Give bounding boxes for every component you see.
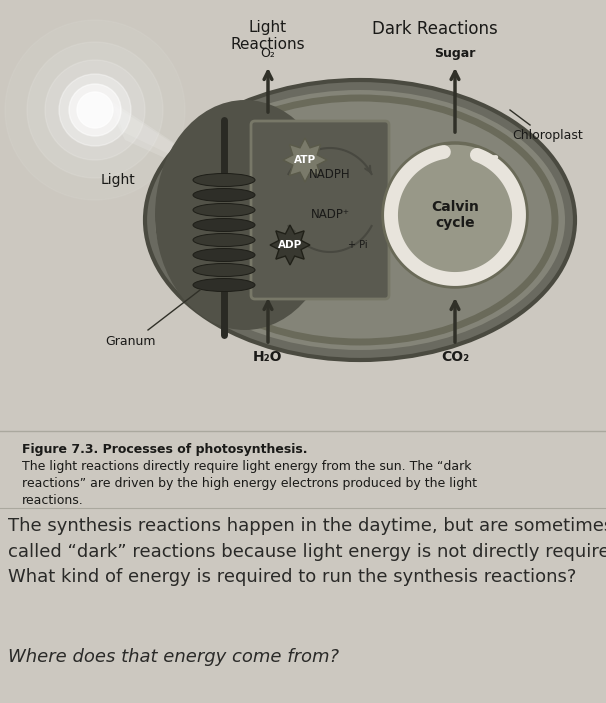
Circle shape [69, 84, 121, 136]
Text: Granum: Granum [105, 335, 155, 348]
Polygon shape [113, 105, 275, 205]
Circle shape [45, 60, 145, 160]
Text: Light: Light [101, 173, 135, 187]
Text: Light
Reactions: Light Reactions [231, 20, 305, 53]
Ellipse shape [155, 90, 565, 350]
Ellipse shape [145, 80, 575, 360]
Ellipse shape [193, 248, 255, 262]
Circle shape [27, 42, 163, 178]
Ellipse shape [193, 174, 255, 186]
Text: NADP⁺: NADP⁺ [310, 209, 350, 221]
Ellipse shape [193, 264, 255, 276]
Ellipse shape [155, 100, 335, 330]
Ellipse shape [193, 188, 255, 202]
Text: ADP: ADP [278, 240, 302, 250]
Text: Figure 7.3. Processes of photosynthesis.: Figure 7.3. Processes of photosynthesis. [22, 443, 307, 456]
Text: Dark Reactions: Dark Reactions [372, 20, 498, 38]
Text: The synthesis reactions happen in the daytime, but are sometimes
called “dark” r: The synthesis reactions happen in the da… [8, 517, 606, 586]
Text: Chloroplast: Chloroplast [513, 129, 584, 141]
Text: Where does that energy come from?: Where does that energy come from? [8, 648, 339, 666]
Ellipse shape [193, 203, 255, 217]
Circle shape [77, 92, 113, 128]
Ellipse shape [193, 219, 255, 231]
Text: H₂O: H₂O [253, 350, 283, 364]
Text: Sugar: Sugar [435, 47, 476, 60]
Circle shape [383, 143, 527, 287]
Text: The light reactions directly require light energy from the sun. The “dark
reacti: The light reactions directly require lig… [22, 460, 477, 507]
Ellipse shape [193, 278, 255, 292]
Text: + Pi: + Pi [348, 240, 368, 250]
Text: ATP: ATP [294, 155, 316, 165]
Text: NADPH: NADPH [309, 169, 351, 181]
Polygon shape [270, 225, 310, 265]
Circle shape [5, 20, 185, 200]
Text: Calvin
cycle: Calvin cycle [431, 200, 479, 230]
Text: O₂: O₂ [261, 47, 276, 60]
Polygon shape [110, 100, 280, 210]
Circle shape [59, 74, 131, 146]
Ellipse shape [193, 233, 255, 247]
FancyBboxPatch shape [251, 121, 389, 299]
Polygon shape [283, 138, 327, 182]
Text: CO₂: CO₂ [441, 350, 469, 364]
